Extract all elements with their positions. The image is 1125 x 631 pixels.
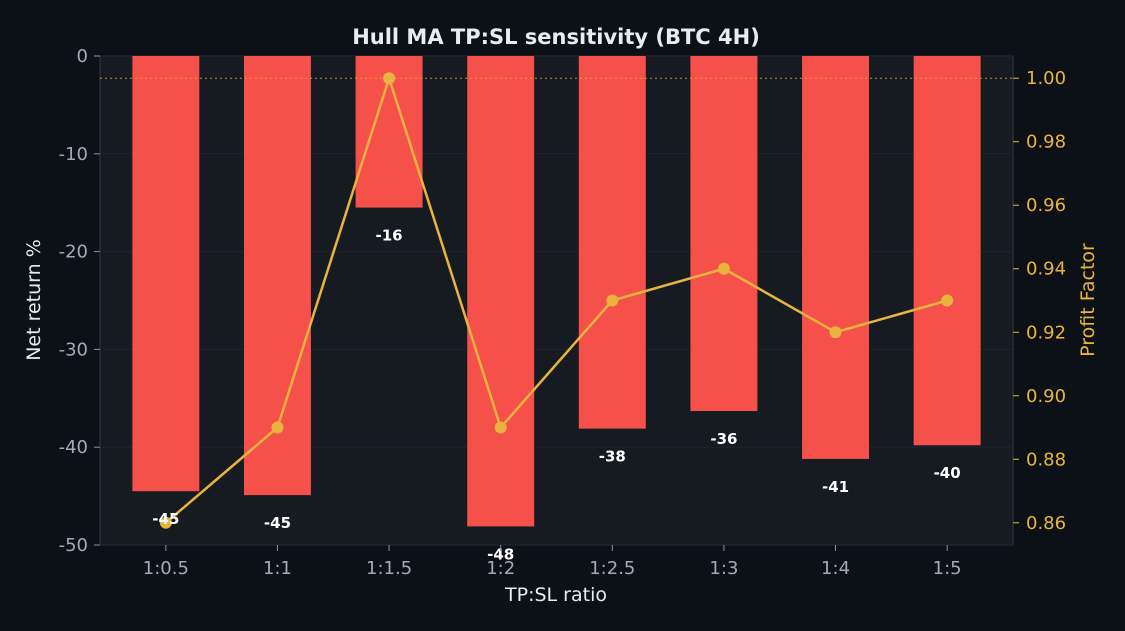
bar [913,56,981,446]
profit-factor-line [159,72,954,529]
plot-area [99,55,1014,546]
right-axis: 1.00 0.98 0.96 0.94 0.92 0.90 0.88 0.86 [1013,68,1066,534]
bar-value-label: -38 [599,448,626,466]
profit-factor-point [383,72,396,85]
profit-factor-point [941,294,954,307]
y2-tick-label: 0.96 [1026,195,1066,216]
x-tick-label: 1:2.5 [589,558,635,579]
y2-tick-label: 0.90 [1026,386,1066,407]
y2-tick-label: 0.94 [1026,259,1066,280]
y-tick-label: -10 [59,144,88,165]
bar-value-label: -16 [376,227,403,245]
y2-tick-label: 1.00 [1026,68,1066,89]
y-tick-label: -20 [59,242,88,263]
y2-tick-label: 0.98 [1026,132,1066,153]
x-axis-title: TP:SL ratio [504,584,607,606]
y2-axis-title: Profit Factor [1077,243,1099,357]
y-axis-title: Net return % [23,239,45,361]
bar [802,56,870,459]
profit-factor-point [606,294,619,307]
profit-factor-point [494,421,507,434]
bar-value-label: -48 [487,545,514,563]
profit-factor-series-line [165,74,948,524]
x-tick-label: 1:2 [486,558,515,579]
x-tick-label: 1:5 [933,558,962,579]
y2-tick-label: 0.92 [1026,322,1066,343]
bar-value-label: -40 [934,464,961,482]
x-tick-label: 1:1.5 [366,558,412,579]
y-tick-label: -50 [59,535,88,556]
bar-value-label: -36 [710,430,737,448]
y-tick-label: -40 [59,437,88,458]
x-axis: 1:0.5 1:1 1:1.5 1:2 1:2.5 1:3 1:4 1:5 [143,545,962,579]
x-tick-label: 1:1 [263,558,292,579]
x-tick-label: 1:4 [821,558,850,579]
y2-tick-label: 0.88 [1026,449,1066,470]
bar [467,56,535,527]
chart-title: Hull MA TP:SL sensitivity (BTC 4H) [352,25,760,49]
bar-value-label: -45 [152,510,179,528]
bar [578,56,646,429]
bar-value-label: -45 [264,514,291,532]
bar-value-label: -41 [822,478,849,496]
y-tick-label: -30 [59,339,88,360]
left-axis: 0 -10 -20 -30 -40 -50 [59,46,100,556]
bar [690,56,758,412]
profit-factor-point [271,421,284,434]
profit-factor-point [829,326,842,339]
y-tick-label: 0 [77,46,88,67]
bar [132,56,200,492]
y2-tick-label: 0.86 [1026,513,1066,534]
profit-factor-point [717,262,730,275]
bar-labels: -45 -45 -16 -48 -38 -36 -41 -40 [152,227,960,564]
x-tick-label: 1:3 [709,558,738,579]
x-tick-label: 1:0.5 [143,558,189,579]
profit-factor-point [159,516,172,529]
